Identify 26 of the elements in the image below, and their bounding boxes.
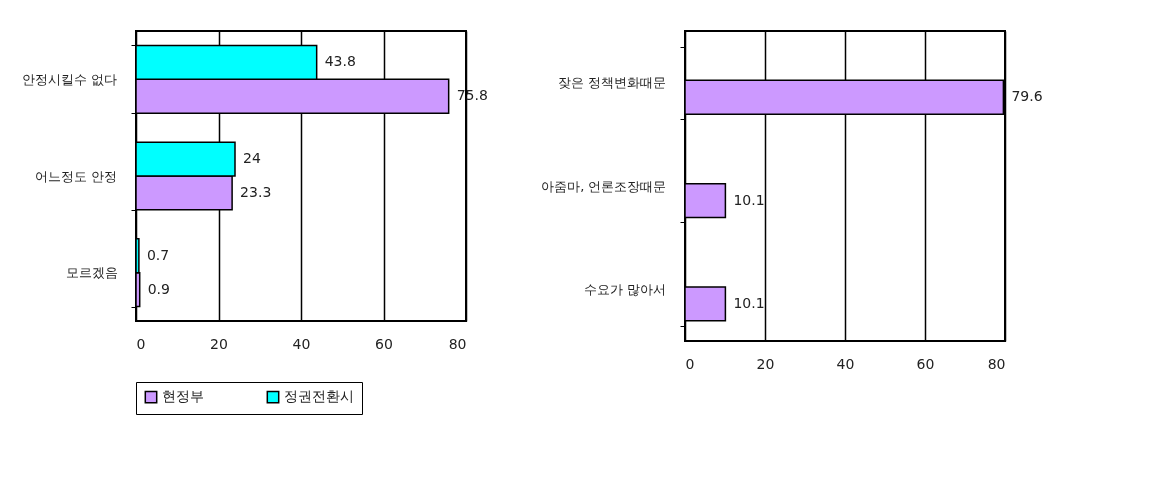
- data-label: 43.8: [324, 53, 356, 70]
- x-tick-label: 80: [987, 355, 1006, 372]
- x-tick-label: 60: [916, 355, 935, 372]
- y-tick-label: 수요가 많아서: [584, 281, 667, 297]
- y-tick-label: 안정시킬수 없다: [22, 71, 118, 87]
- x-tick-label: 40: [292, 335, 311, 352]
- x-tick-label: 60: [375, 335, 393, 352]
- y-tick-label: 잦은 정책변화때문: [558, 75, 667, 91]
- y-tick-label: 아줌마, 언론조장때문: [541, 178, 667, 194]
- y-tick-label: 어느정도 안정: [35, 168, 118, 184]
- x-tick-label: 20: [210, 335, 228, 352]
- data-label: 10.1: [733, 294, 765, 311]
- legend-label: 정권전환시: [284, 388, 354, 405]
- x-tick-label: 20: [756, 355, 775, 372]
- y-tick-label: 모르겠음: [65, 265, 118, 281]
- x-tick-label: 0: [685, 355, 695, 372]
- legend-label: 현정부: [162, 388, 204, 405]
- x-tick-label: 0: [136, 335, 146, 352]
- data-label: 0.9: [147, 280, 170, 297]
- data-label: 23.3: [240, 183, 272, 200]
- x-tick-label: 80: [448, 335, 467, 352]
- data-label: 0.7: [146, 246, 170, 263]
- x-tick-label: 40: [836, 355, 855, 372]
- data-label: 24: [243, 150, 261, 167]
- data-label: 10.1: [733, 191, 765, 208]
- data-label: 79.6: [1011, 88, 1043, 105]
